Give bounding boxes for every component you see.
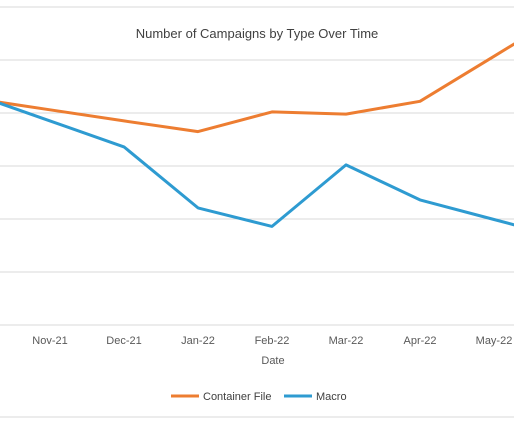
x-axis-title: Date xyxy=(261,355,284,367)
legend-label: Macro xyxy=(316,391,347,403)
x-tick-label: May-22 xyxy=(476,335,513,347)
chart-title: Number of Campaigns by Type Over Time xyxy=(136,26,379,41)
x-tick-label: Mar-22 xyxy=(329,335,364,347)
series-line-container-file xyxy=(0,42,514,134)
x-tick-label: Dec-21 xyxy=(106,335,141,347)
legend: Container File Macro xyxy=(171,391,347,403)
x-tick-label: Apr-22 xyxy=(403,335,436,347)
x-axis-ticks: Nov-21 Dec-21 Jan-22 Feb-22 Mar-22 Apr-22 May-… xyxy=(32,335,512,347)
x-tick-label: Jan-22 xyxy=(181,335,215,347)
gridlines xyxy=(0,6,514,326)
legend-label: Container File xyxy=(203,391,271,403)
series-lines xyxy=(0,42,514,228)
x-tick-label: Nov-21 xyxy=(32,335,67,347)
series-line-macro xyxy=(0,101,514,228)
x-tick-label: Feb-22 xyxy=(255,335,290,347)
